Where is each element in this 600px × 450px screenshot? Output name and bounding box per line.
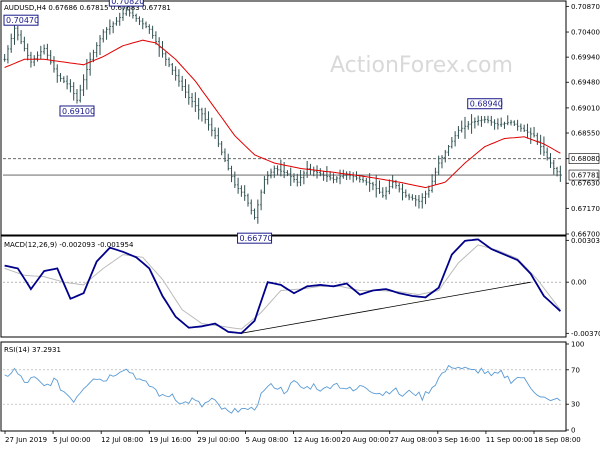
price-y-tick-label: 0.69010	[571, 104, 600, 112]
macd-panel-title: MACD(12,26,9) -0.002093 -0.001954	[4, 241, 134, 249]
rsi-y-tick-label: 70	[571, 366, 580, 374]
axis-layer: 0.70870 0.70400 0.69940 0.69480 0.69010 0.685…	[4, 3, 600, 444]
macd-y-tick-label: 0.00	[571, 279, 587, 287]
price-tag-box	[568, 153, 600, 164]
rsi-y-tick-label: 0	[571, 427, 575, 435]
x-tick-label: 11 Sep 00:00	[486, 436, 533, 444]
macd-y-tick-label: -0.003706	[571, 330, 600, 338]
price-annotation-label: 0.70470	[6, 16, 39, 25]
x-tick-label: 5 Aug 08:00	[245, 436, 288, 444]
rsi-series-line	[4, 364, 561, 414]
rsi-panel-title: RSI(14) 37.2931	[4, 346, 61, 354]
x-tick-label: 20 Aug 00:00	[342, 436, 389, 444]
x-tick-label: 29 Jul 00:00	[197, 436, 239, 444]
price-annotation-box	[108, 0, 144, 7]
price-y-tick-label: 0.70400	[571, 29, 600, 37]
rsi-panel-frame	[0, 341, 567, 432]
rsi-y-tick-label: 100	[571, 341, 584, 349]
price-y-tick-label: 0.67630	[571, 180, 600, 188]
price-y-tick-label: 0.68550	[571, 130, 600, 138]
macd-trendline	[241, 281, 531, 334]
x-tick-label: 18 Sep 08:00	[534, 436, 581, 444]
price-annotation-label: 0.66770	[240, 234, 273, 243]
price-layer: 0.70470 0.70820 0.69100 0.66770 0.68940	[3, 0, 562, 244]
price-tag-label: 0.67781	[571, 172, 600, 180]
moving-average-line	[4, 39, 561, 189]
watermark-text: ActionForex.com	[330, 53, 513, 78]
price-y-tick-label: 0.69480	[571, 79, 600, 87]
price-panel-frame	[0, 0, 567, 236]
x-tick-label: 27 Aug 08:00	[390, 436, 437, 444]
x-tick-label: 19 Jul 16:00	[149, 436, 191, 444]
x-tick-label: 3 Sep 16:00	[438, 436, 480, 444]
price-annotation-label: 0.69100	[62, 107, 95, 116]
macd-series-signal	[4, 244, 561, 330]
price-annotation-box	[59, 105, 95, 117]
price-y-tick-label: 0.69940	[571, 54, 600, 62]
price-panel-title: AUDUSD,H4 0.67686 0.67815 0.67683 0.6778…	[4, 4, 171, 12]
price-annotation-box	[467, 98, 503, 110]
macd-layer	[3, 238, 562, 335]
price-annotation-box	[237, 232, 273, 244]
price-tag-label: 0.68080	[571, 155, 600, 163]
x-tick-label: 27 Jun 2019	[5, 436, 47, 444]
price-tag-box	[568, 169, 600, 181]
price-annotation-label: 0.68940	[470, 100, 503, 109]
price-y-tick-label: 0.66700	[571, 231, 600, 239]
macd-y-tick-label: 0.003031	[571, 237, 600, 245]
x-tick-label: 12 Aug 16:00	[294, 436, 341, 444]
macd-series-macd	[4, 238, 562, 335]
price-annotation-label: 0.70820	[111, 0, 144, 6]
macd-panel-frame	[0, 235, 567, 338]
price-annotation-box	[3, 14, 39, 26]
x-tick-label: 5 Jul 00:00	[53, 436, 91, 444]
price-y-tick-label: 0.67170	[571, 205, 600, 213]
rsi-layer	[3, 364, 562, 414]
price-y-tick-label: 0.70870	[571, 3, 600, 11]
rsi-y-tick-label: 30	[571, 401, 580, 409]
x-tick-label: 12 Jul 08:00	[101, 436, 143, 444]
